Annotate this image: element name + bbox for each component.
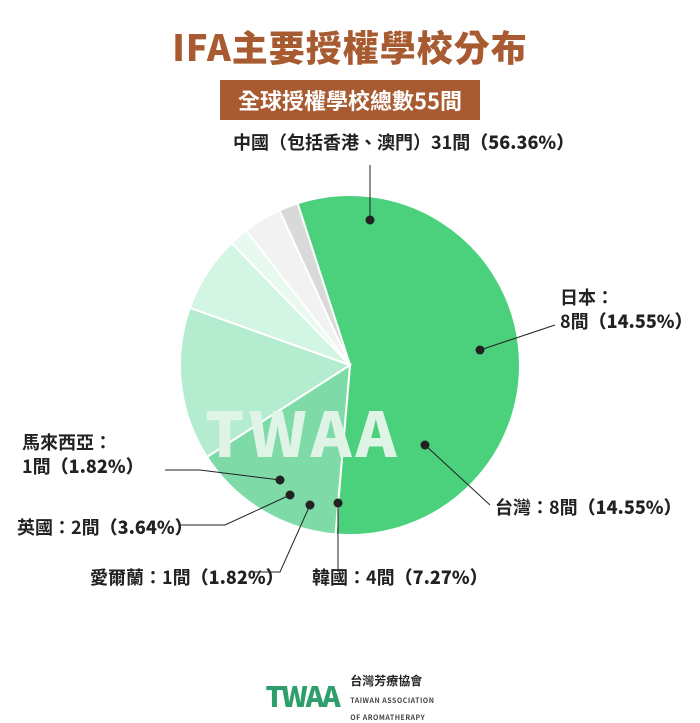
leader-dot xyxy=(286,491,295,500)
logo-en2: OF AROMATHERAPY xyxy=(350,713,425,723)
leader-dot xyxy=(276,476,285,485)
slice-label: 韓國：4間（7.27%） xyxy=(312,565,488,589)
leader-dot xyxy=(476,346,485,355)
logo-text: 台灣芳療協會 TAIWAN ASSOCIATION OF AROMATHERAP… xyxy=(350,670,434,723)
leader-dot xyxy=(334,499,343,508)
slice-label: 日本：8間（14.55%） xyxy=(560,285,693,334)
slice-label: 愛爾蘭：1間（1.82%） xyxy=(90,565,284,589)
brand-logo: TWAA 台灣芳療協會 TAIWAN ASSOCIATION OF AROMAT… xyxy=(0,670,700,723)
logo-en1: TAIWAN ASSOCIATION xyxy=(350,696,434,706)
pie-chart: TWAA 中國（包括香港、澳門）31間（56.36%）日本：8間（14.55%）… xyxy=(0,135,700,615)
subtitle-wrap: 全球授權學校總數55間 xyxy=(0,80,700,120)
chart-title: IFA主要授權學校分布 xyxy=(0,20,700,72)
pie-svg xyxy=(0,135,700,615)
leader-dot xyxy=(306,501,315,510)
slice-label: 台灣：8間（14.55%） xyxy=(495,495,682,519)
slice-label: 中國（包括香港、澳門）31間（56.36%） xyxy=(233,130,574,154)
slice-label: 馬來西亞：1間（1.82%） xyxy=(22,430,144,479)
slice-label: 英國：2間（3.64%） xyxy=(17,515,193,539)
leader-dot xyxy=(366,216,375,225)
logo-mark: TWAA xyxy=(266,676,339,716)
chart-subtitle: 全球授權學校總數55間 xyxy=(220,80,480,120)
logo-zh: 台灣芳療協會 xyxy=(350,672,422,689)
leader-dot xyxy=(421,441,430,450)
